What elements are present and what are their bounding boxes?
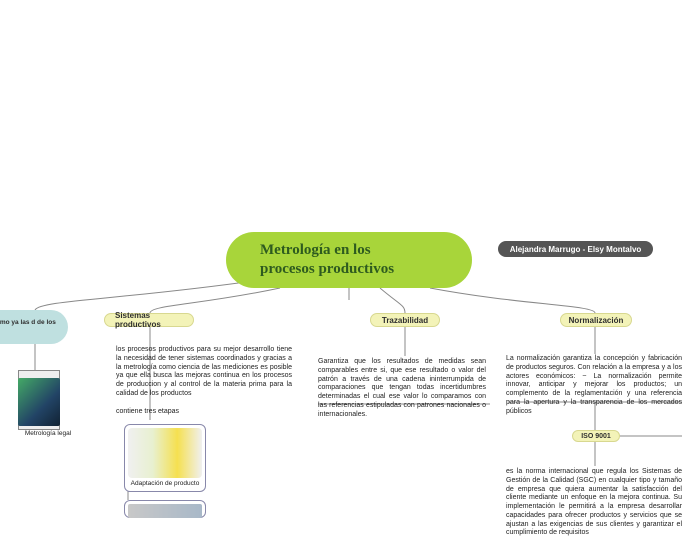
central-topic[interactable]: Metrología en los procesos productivos — [226, 232, 472, 288]
normalizacion-body-text: La normalización garantiza la concepción… — [506, 355, 682, 416]
branch-sistemas[interactable]: Sistemas productivos — [104, 313, 194, 327]
mindmap-canvas: Metrología en los procesos productivos A… — [0, 0, 696, 520]
product-image-2-inner — [128, 504, 202, 518]
sistemas-body-text: los procesos productivos para su mejor d… — [116, 346, 292, 399]
credits-pill: Alejandra Marrugo - Elsy Montalvo — [498, 241, 653, 257]
product-image-1-label: Adaptación de producto — [128, 480, 202, 487]
credits-text: Alejandra Marrugo - Elsy Montalvo — [510, 245, 642, 254]
branch-normalizacion[interactable]: Normalización — [560, 313, 632, 327]
sistemas-sub-text: contiene tres etapas — [116, 408, 256, 417]
branch-trazabilidad-label: Trazabilidad — [382, 316, 428, 325]
branch-trazabilidad[interactable]: Trazabilidad — [370, 313, 440, 327]
branch-sistemas-label: Sistemas productivos — [115, 311, 183, 329]
iso-label: ISO 9001 — [581, 433, 611, 440]
product-image-1: Adaptación de producto — [124, 424, 206, 492]
branch-left-partial-text: s el mismo ya las d de los bienes — [0, 319, 62, 335]
central-line2: procesos productivos — [260, 261, 394, 277]
trazabilidad-body-text: Garantiza que los resultados de medidas … — [318, 358, 486, 419]
product-image-1-inner — [128, 428, 202, 478]
branch-left-partial[interactable]: s el mismo ya las d de los bienes — [0, 310, 68, 344]
central-title: Metrología en los procesos productivos — [260, 241, 394, 279]
branch-normalizacion-label: Normalización — [569, 316, 624, 325]
iso-pill[interactable]: ISO 9001 — [572, 430, 620, 442]
central-line1: Metrología en los — [260, 242, 371, 258]
iso-body-text: es la norma internacional que regula los… — [506, 468, 682, 538]
product-image-2 — [124, 500, 206, 518]
legal-image — [18, 378, 60, 426]
legal-image-label: Metrología legal — [18, 430, 78, 437]
